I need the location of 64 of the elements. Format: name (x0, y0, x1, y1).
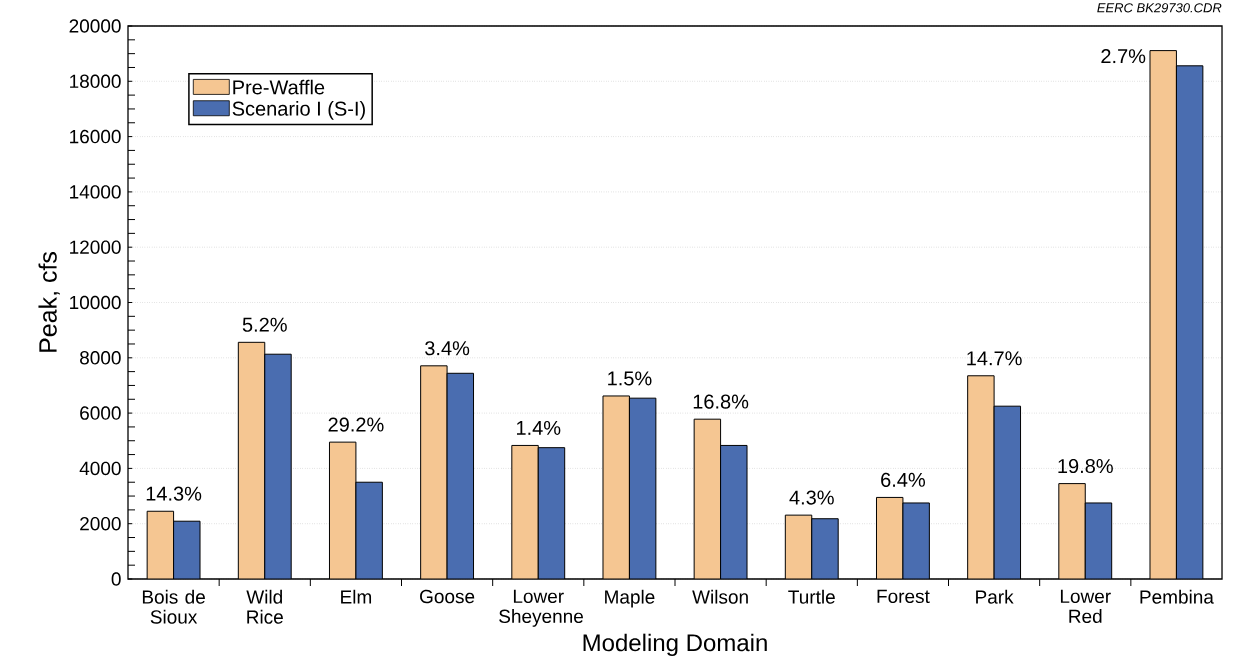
x-tick-label: Lower Red (1060, 589, 1111, 624)
bar (811, 518, 839, 579)
annotation: 2.7% (1101, 49, 1146, 64)
bar (238, 342, 265, 579)
bar (994, 406, 1021, 579)
bar (420, 365, 448, 579)
y-tick-label: 4000 (79, 461, 121, 476)
bar (720, 445, 748, 579)
bar (447, 373, 474, 579)
x-tick-label: Wilson (692, 589, 748, 604)
bar (902, 502, 930, 579)
annotation: 4.3% (789, 490, 834, 505)
bar (329, 442, 356, 579)
x-tick-label: Park (976, 589, 1014, 604)
y-tick-label: 18000 (70, 74, 121, 89)
x-tick-label: Goose (420, 589, 475, 604)
bar (511, 445, 539, 579)
bar (629, 398, 656, 579)
annotation: 14.7% (967, 351, 1022, 366)
bar (1149, 50, 1177, 579)
bar (602, 395, 630, 579)
text: EERC BK29730.CDR (1097, 3, 1222, 13)
annotation: 6.4% (881, 472, 926, 487)
bar (967, 375, 995, 579)
x-tick-label: Elm (341, 589, 372, 604)
y-tick-label: 10000 (70, 295, 121, 310)
legend-label: Scenario I (S-I) (232, 101, 365, 120)
legend-label: Pre-Waffle (233, 79, 325, 95)
annotation: 5.2% (242, 317, 287, 332)
x-tick-label: Forest (877, 589, 930, 604)
x-tick-label: Turtle (788, 589, 835, 604)
bar (1085, 502, 1112, 579)
y-tick-label: 14000 (70, 185, 121, 199)
annotation: 1.4% (516, 420, 561, 435)
y-axis-title: Peak, cfs (38, 252, 60, 352)
y-tick-label: 20000 (69, 19, 121, 33)
y-tick-label: 8000 (80, 351, 121, 365)
x-tick-label: Lower Sheyenne (499, 589, 583, 627)
x-axis-title: Modeling Domain (583, 633, 767, 657)
annotation: 29.2% (328, 417, 384, 432)
bar (694, 419, 721, 579)
y-tick-label: 6000 (80, 406, 121, 420)
x-tick-label: Pembina (1140, 589, 1214, 604)
bar (876, 497, 903, 579)
bar (785, 515, 812, 579)
x-tick-label: Wild Rice (246, 589, 283, 624)
bar (538, 447, 565, 579)
y-tick-label: 16000 (70, 129, 121, 144)
annotation: 1.5% (608, 371, 652, 386)
bar (1058, 483, 1086, 579)
bar (173, 521, 201, 579)
x-tick-label: Maple (605, 589, 655, 608)
annotation: 14.3% (146, 486, 202, 501)
x-tick-label: Bois de Sioux (142, 589, 205, 624)
bar (264, 354, 292, 579)
y-tick-label: 2000 (80, 516, 121, 531)
annotation: 3.4% (425, 341, 470, 356)
bar (147, 511, 174, 579)
bar (1175, 65, 1204, 579)
annotation: 16.8% (693, 394, 749, 409)
y-tick-label: 0 (111, 572, 121, 586)
annotation: 19.8% (1058, 458, 1113, 474)
y-tick-label: 12000 (70, 240, 121, 254)
bar (355, 482, 383, 579)
